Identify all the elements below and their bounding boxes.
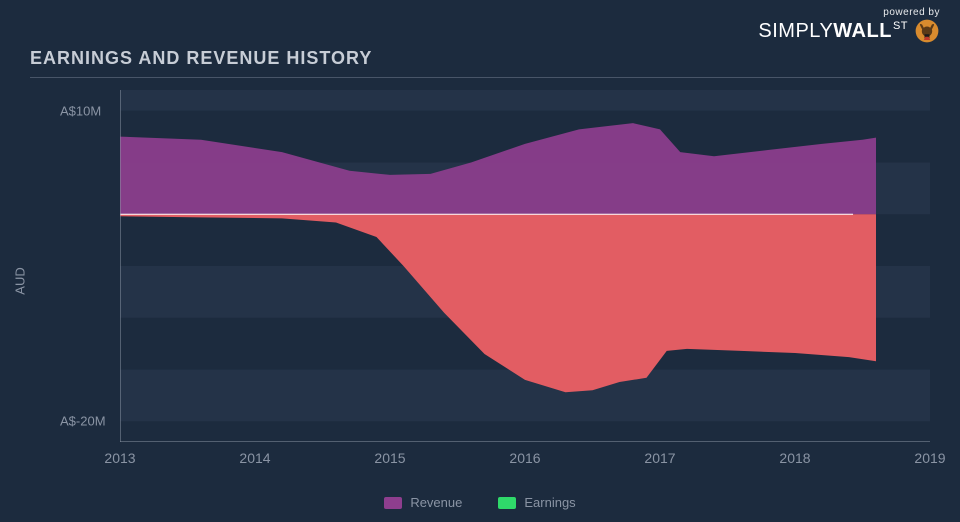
legend-item: Earnings — [498, 495, 575, 510]
brand-name-light: SIMPLY — [758, 20, 833, 42]
legend-label: Revenue — [410, 495, 462, 510]
x-tick-label: 2019 — [914, 450, 945, 466]
chart-area: AUD A$10MA$-20M 201320142015201620172018… — [30, 90, 930, 472]
chart-title: EARNINGS AND REVENUE HISTORY — [30, 48, 930, 69]
x-tick-label: 2015 — [374, 450, 405, 466]
bull-icon — [914, 18, 940, 44]
brand-logo: SIMPLYWALLST — [758, 18, 940, 44]
brand-name-suffix: ST — [893, 20, 908, 32]
brand-name: SIMPLYWALLST — [758, 21, 908, 41]
plot-region: 2013201420152016201720182019 — [120, 90, 930, 442]
chart-header: EARNINGS AND REVENUE HISTORY — [30, 48, 930, 78]
y-axis-title: AUD — [13, 267, 28, 294]
legend-swatch — [384, 497, 402, 509]
title-rule — [30, 77, 930, 78]
x-tick-label: 2014 — [239, 450, 270, 466]
x-tick-label: 2016 — [509, 450, 540, 466]
x-tick-label: 2017 — [644, 450, 675, 466]
chart-svg — [120, 90, 930, 442]
legend-item: Revenue — [384, 495, 462, 510]
x-tick-label: 2018 — [779, 450, 810, 466]
brand-attribution: powered by SIMPLYWALLST — [758, 8, 940, 44]
x-tick-label: 2013 — [104, 450, 135, 466]
brand-name-bold: WALL — [833, 20, 892, 42]
powered-by-text: powered by — [758, 8, 940, 18]
y-tick-label: A$-20M — [60, 414, 106, 429]
legend-label: Earnings — [524, 495, 575, 510]
legend: Revenue Earnings — [0, 495, 960, 510]
y-tick-label: A$10M — [60, 103, 101, 118]
legend-swatch — [498, 497, 516, 509]
